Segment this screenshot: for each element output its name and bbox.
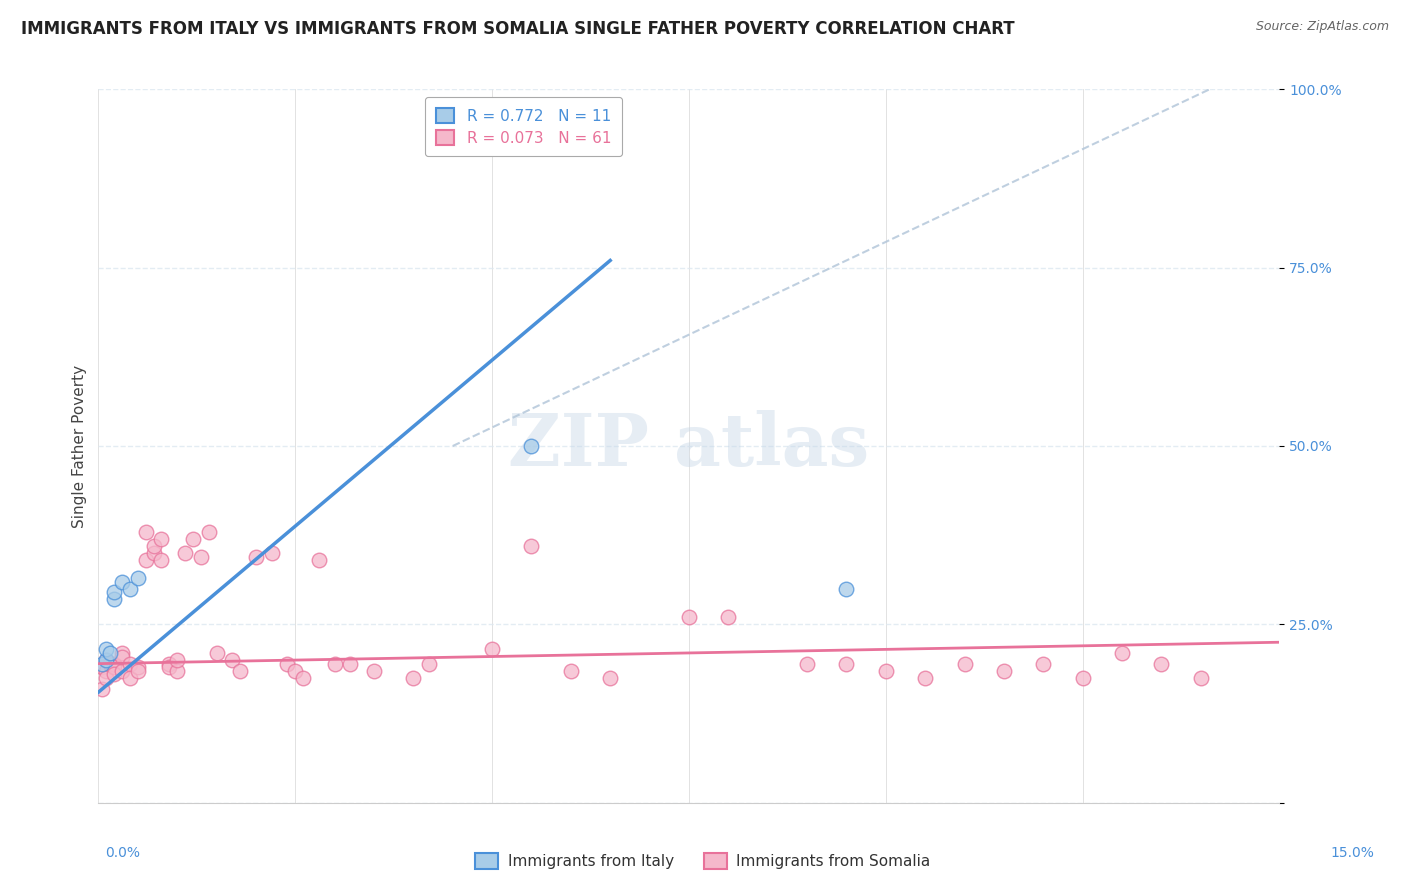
Point (914, 671, 936, 685)
Point (190, 549, 212, 564)
Point (260, 546, 283, 560)
Point (98, 646, 121, 660)
Point (174, 546, 197, 560)
Point (150, 553, 173, 567)
Point (111, 664, 134, 678)
Point (599, 671, 621, 685)
Point (678, 610, 700, 624)
Point (103, 660, 125, 674)
Point (276, 657, 298, 671)
Legend: R = 0.772   N = 11, R = 0.073   N = 61: R = 0.772 N = 11, R = 0.073 N = 61 (426, 97, 621, 156)
Point (96, 653, 118, 667)
Point (796, 657, 818, 671)
Point (835, 582, 858, 596)
Text: 0.0%: 0.0% (105, 846, 139, 860)
Point (520, 539, 543, 553)
Point (1111, 646, 1133, 660)
Point (993, 664, 1015, 678)
Point (166, 653, 188, 667)
Point (284, 664, 307, 678)
Point (245, 549, 267, 564)
Point (98, 657, 121, 671)
Point (96, 653, 118, 667)
Point (1150, 657, 1173, 671)
Point (118, 671, 141, 685)
Point (339, 657, 361, 671)
Point (181, 532, 204, 546)
Point (1189, 671, 1212, 685)
Point (91, 660, 114, 674)
Point (96, 664, 118, 678)
Point (197, 524, 219, 539)
Text: Source: ZipAtlas.com: Source: ZipAtlas.com (1256, 20, 1389, 33)
Legend: Immigrants from Italy, Immigrants from Somalia: Immigrants from Italy, Immigrants from S… (470, 847, 936, 875)
Point (953, 657, 976, 671)
Point (835, 657, 858, 671)
Point (142, 546, 165, 560)
Point (118, 657, 141, 671)
Point (103, 585, 125, 599)
Point (229, 664, 252, 678)
Point (127, 660, 149, 674)
Point (127, 571, 149, 585)
Point (111, 649, 134, 664)
Point (96, 671, 118, 685)
Point (1032, 657, 1054, 671)
Text: IMMIGRANTS FROM ITALY VS IMMIGRANTS FROM SOMALIA SINGLE FATHER POVERTY CORRELATI: IMMIGRANTS FROM ITALY VS IMMIGRANTS FROM… (21, 20, 1015, 37)
Point (1071, 671, 1094, 685)
Text: 15.0%: 15.0% (1330, 846, 1375, 860)
Point (157, 657, 180, 671)
Point (142, 539, 165, 553)
Point (135, 553, 157, 567)
Point (520, 439, 543, 453)
Point (103, 657, 125, 671)
Point (135, 524, 157, 539)
Point (150, 532, 173, 546)
Point (127, 664, 149, 678)
Point (560, 664, 582, 678)
Point (157, 660, 180, 674)
Point (221, 653, 243, 667)
Point (363, 664, 385, 678)
Point (118, 582, 141, 596)
Point (111, 646, 134, 660)
Point (166, 664, 188, 678)
Point (292, 671, 315, 685)
Point (402, 671, 425, 685)
Point (96, 642, 118, 657)
Y-axis label: Single Father Poverty: Single Father Poverty (72, 365, 87, 527)
Point (103, 667, 125, 681)
Point (103, 592, 125, 607)
Point (111, 574, 134, 589)
Point (205, 646, 228, 660)
Text: ZIP atlas: ZIP atlas (509, 410, 869, 482)
Point (91, 681, 114, 696)
Point (308, 553, 330, 567)
Point (875, 664, 897, 678)
Point (91, 657, 114, 671)
Point (717, 610, 740, 624)
Point (323, 657, 346, 671)
Point (481, 642, 503, 657)
Point (418, 657, 440, 671)
